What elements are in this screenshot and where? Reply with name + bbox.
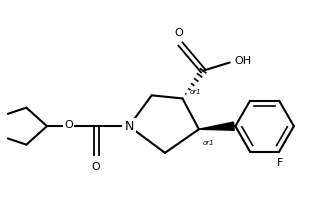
Polygon shape — [199, 122, 234, 130]
Text: OH: OH — [235, 57, 252, 66]
Text: or1: or1 — [190, 89, 201, 95]
Text: O: O — [174, 28, 183, 38]
Text: O: O — [64, 120, 73, 130]
Text: or1: or1 — [203, 140, 214, 145]
Text: F: F — [277, 158, 283, 168]
Text: N: N — [124, 120, 134, 133]
Text: O: O — [92, 162, 101, 171]
